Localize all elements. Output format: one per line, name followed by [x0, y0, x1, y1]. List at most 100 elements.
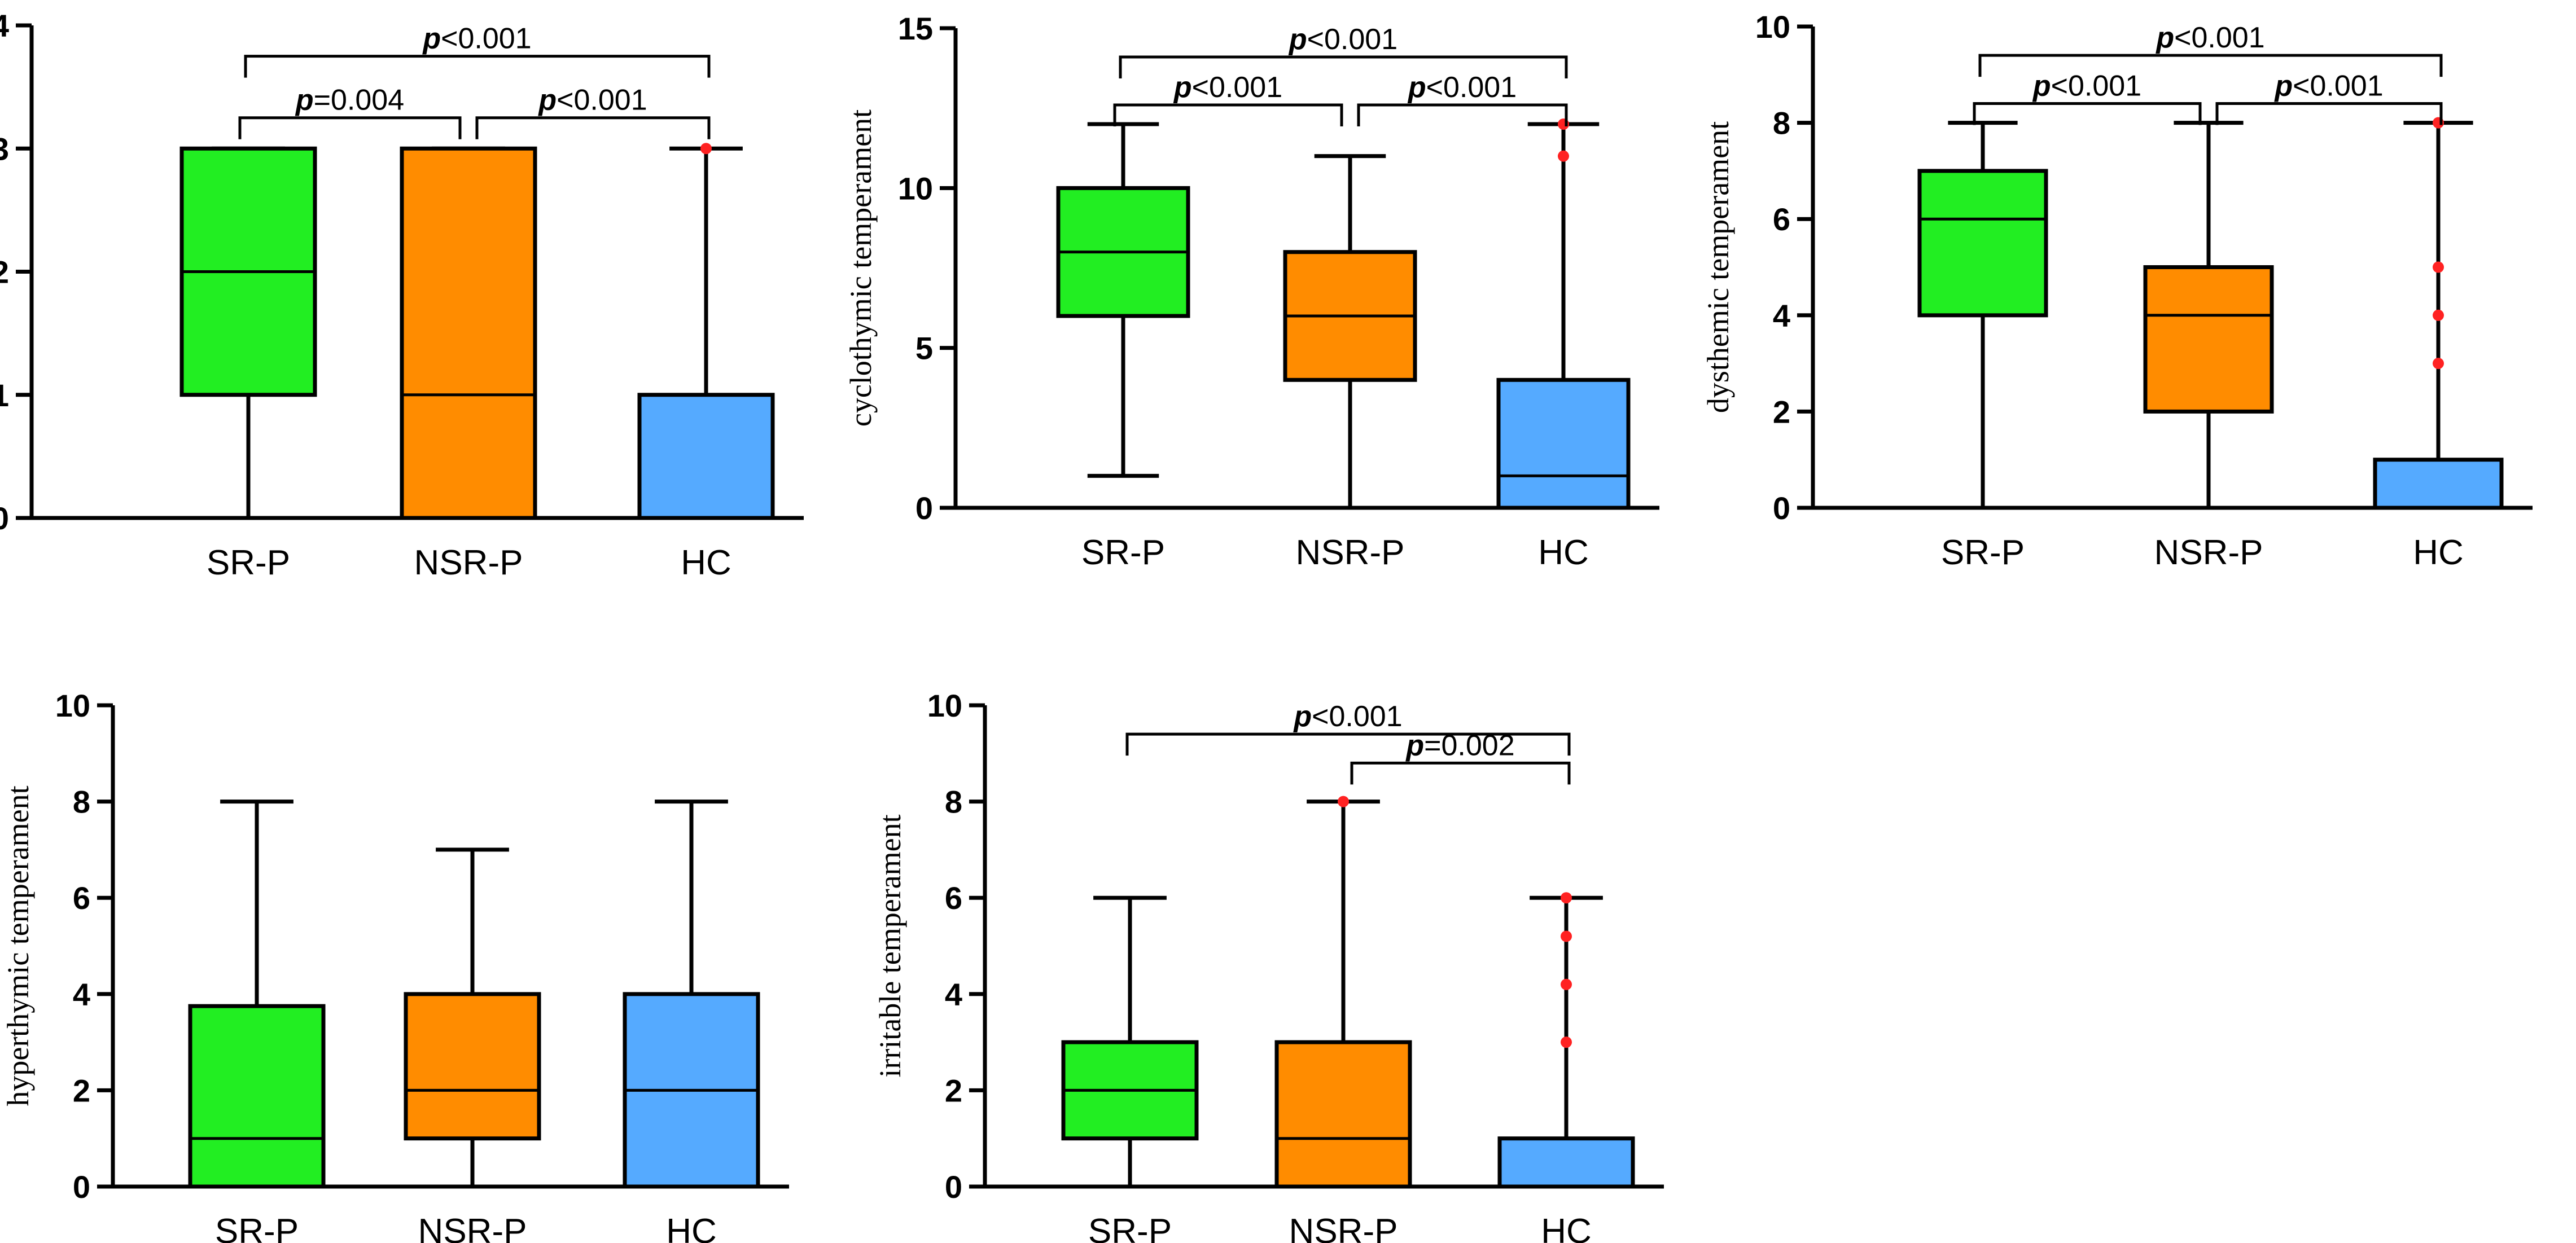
significance-bracket: p<0.001 [244, 23, 711, 78]
p-value: <0.001 [441, 23, 532, 55]
outlier-point [1561, 1036, 1572, 1048]
bracket-line [244, 55, 711, 78]
outlier-point [1561, 930, 1572, 942]
y-tick-label: 3 [0, 131, 9, 166]
bracket-line [475, 116, 711, 139]
box-HC [2373, 117, 2504, 510]
x-tick-label: NSR-P [2154, 533, 2263, 572]
box-HC [1496, 118, 1631, 510]
significance-bracket: p<0.001 [1125, 700, 1571, 756]
box-SR-P [1917, 121, 2048, 508]
p-value-label: p<0.001 [2273, 69, 2383, 102]
y-tick-label: 0 [1773, 490, 1790, 526]
p-value-label: p=0.002 [1405, 729, 1514, 762]
p-symbol: p [1288, 23, 1307, 56]
y-tick-label: 5 [915, 331, 933, 366]
outlier-point [700, 143, 712, 155]
significance-bracket: p<0.001 [1113, 71, 1343, 126]
bracket-line [1357, 103, 1568, 126]
y-tick-label: 2 [73, 1073, 90, 1108]
y-tick-label: 6 [1773, 201, 1790, 237]
significance-bracket: p<0.001 [1119, 23, 1568, 78]
y-tick-label: 8 [73, 784, 90, 820]
p-symbol: p [1407, 71, 1426, 104]
p-value-label: p<0.001 [1173, 71, 1282, 104]
y-tick-label: 10 [1755, 9, 1790, 45]
outlier-point [1558, 150, 1569, 162]
p-value-label: p<0.001 [1407, 71, 1517, 104]
p-value: <0.001 [2293, 69, 2384, 102]
significance-bracket: p<0.001 [1357, 71, 1568, 126]
p-value-label: p<0.001 [1293, 700, 1402, 733]
x-tick-label: NSR-P [418, 1212, 527, 1243]
chart-cyclothymic: 0 5 10 15 cyclothymic temperament SR-P NSR-P HC… [844, 11, 1659, 572]
box-HC [1497, 892, 1635, 1189]
box-NSR-P [1274, 796, 1412, 1189]
iqr-box [1917, 169, 2048, 318]
iqr-box [400, 146, 537, 520]
y-axis-label: hyperthymic temperament [1, 785, 35, 1106]
x-tick-label: SR-P [215, 1212, 299, 1243]
box-NSR-P [404, 847, 541, 1187]
box-HC [637, 143, 775, 520]
p-symbol: p [2273, 69, 2293, 102]
x-tick-label: SR-P [1088, 1212, 1172, 1243]
chart-hyperthymic: 0 2 4 6 8 10 hyperthymic temperament SR-P NSR-P H… [1, 688, 789, 1243]
chart-irritable: 0 2 4 6 8 10 irritable temperament SR-P NSR-P HC p… [873, 688, 1664, 1243]
box-SR-P [188, 800, 326, 1189]
significance-bracket: p<0.001 [1978, 21, 2443, 77]
x-tick-label: NSR-P [414, 543, 523, 582]
p-value: <0.001 [1426, 71, 1517, 104]
y-tick-label: 0 [0, 500, 9, 536]
bracket-line [1113, 103, 1343, 126]
box-SR-P [1061, 895, 1199, 1187]
y-tick-label: 4 [73, 977, 90, 1012]
chart-anxious: 01234anxious temperamentSR-PNSR-PHCp<0.0… [0, 8, 804, 582]
box-NSR-P [2143, 121, 2274, 508]
p-value-label: p<0.001 [537, 84, 647, 117]
bracket-line [1350, 761, 1571, 785]
p-value: <0.001 [2174, 21, 2265, 54]
bracket-line [2215, 102, 2443, 125]
x-tick-label: HC [1541, 1212, 1592, 1243]
box-NSR-P [1283, 154, 1417, 508]
p-symbol: p [2032, 69, 2051, 102]
x-tick-label: HC [2413, 533, 2464, 572]
x-tick-label: SR-P [1941, 533, 2025, 572]
p-value: <0.001 [1307, 23, 1398, 56]
x-tick-label: SR-P [207, 543, 290, 582]
p-value-label: p<0.001 [2032, 69, 2141, 102]
y-tick-label: 2 [945, 1073, 962, 1108]
y-tick-label: 4 [945, 977, 962, 1012]
bracket-line [1973, 102, 2202, 125]
p-symbol: p [1173, 71, 1192, 104]
p-value: <0.001 [2051, 69, 2142, 102]
significance-bracket: p<0.001 [2215, 69, 2443, 125]
bracket-line [238, 116, 462, 139]
box-NSR-P [400, 146, 537, 520]
x-tick-label: NSR-P [1296, 533, 1405, 572]
y-tick-label: 1 [0, 377, 9, 413]
y-tick-label: 4 [1773, 298, 1790, 333]
y-tick-label: 10 [898, 170, 933, 206]
iqr-box [188, 1004, 326, 1189]
x-tick-label: HC [666, 1212, 717, 1243]
significance-bracket: p<0.001 [1973, 69, 2202, 125]
y-tick-label: 8 [1773, 106, 1790, 141]
chart-dysthemic: 0 2 4 6 8 10 dysthemic temperament SR-P NSR-P HC p… [1701, 9, 2533, 572]
p-value: <0.001 [557, 84, 647, 117]
outlier-point [1561, 892, 1572, 904]
significance-bracket: p<0.001 [475, 84, 711, 139]
y-tick-label: 8 [945, 784, 962, 820]
p-symbol: p [295, 84, 314, 117]
y-axis-label: cyclothymic temperament [844, 109, 878, 427]
y-tick-label: 2 [0, 254, 9, 290]
p-value: <0.001 [1312, 700, 1403, 733]
p-value: <0.001 [1192, 71, 1283, 104]
p-value-label: p<0.001 [1288, 23, 1397, 56]
p-value-label: p<0.001 [422, 23, 531, 55]
x-tick-label: HC [681, 543, 731, 582]
p-value-label: p=0.004 [295, 84, 404, 117]
iqr-box [2373, 458, 2504, 510]
